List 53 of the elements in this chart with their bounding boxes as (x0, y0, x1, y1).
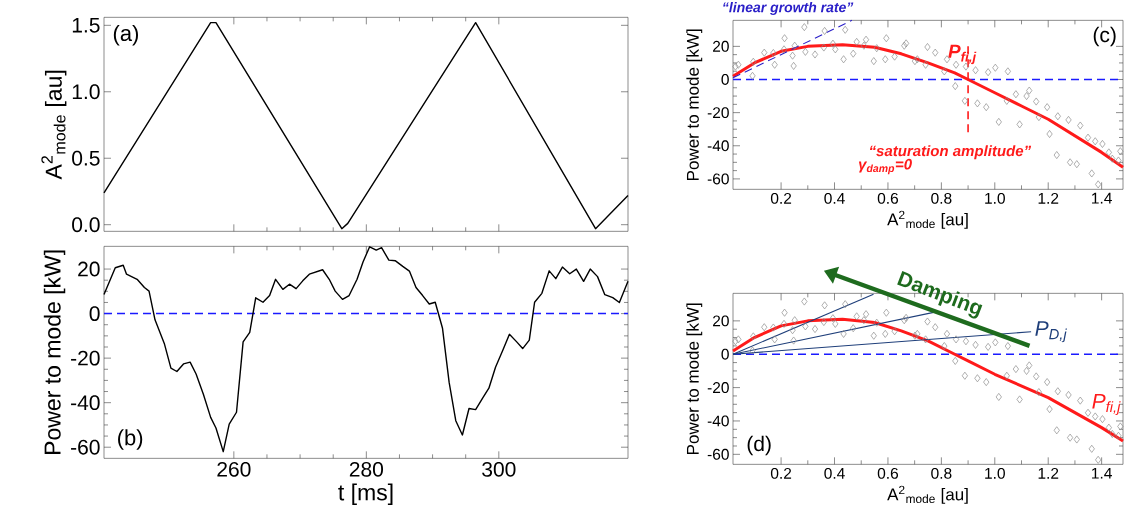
series-label: P$_{fi,j}$ (1092, 393, 1121, 415)
annotation: (c) (1093, 26, 1116, 47)
x-tick-label: 0.6 (877, 192, 899, 204)
y-tick-label: 1.5 (72, 17, 100, 33)
y-tick-label: -40 (707, 415, 729, 427)
series-label: P$_{fi,j}$ (948, 44, 977, 64)
y-tick-label: -20 (71, 350, 100, 366)
x-tick-label: 0.2 (770, 192, 792, 204)
y-tick-label: 0 (721, 73, 729, 85)
x-tick-label: 300 (482, 461, 516, 477)
x-tick-label: 1.4 (1092, 467, 1112, 479)
x-tick-label: 280 (349, 461, 384, 477)
y-axis-title: Power to mode [kW] (686, 303, 703, 454)
y-tick-label: 1.0 (72, 84, 100, 100)
y-axis-title: Power to mode [kW] (43, 250, 66, 454)
annotation: “saturation amplitude” (869, 145, 1032, 159)
y-tick-label: 0.0 (72, 217, 100, 232)
x-tick-label: 260 (217, 461, 251, 477)
x-tick-label: 0.4 (824, 192, 845, 204)
x-tick-label: 0.8 (931, 467, 952, 479)
y-tick-label: 20 (713, 315, 729, 327)
x-axis-title: t [ms] (338, 483, 393, 505)
x-tick-label: 0.4 (824, 467, 845, 479)
x-tick-label: 0.6 (877, 467, 899, 479)
y-tick-label: -60 (707, 173, 729, 185)
x-tick-label: 1.0 (985, 467, 1005, 479)
y-tick-label: -20 (707, 381, 729, 393)
annotation: (b) (118, 429, 143, 450)
series-label: P$_{D,j}$ (1035, 321, 1067, 343)
y-axis-title: A$^{2}$$_{mode}$ [au] (41, 70, 67, 180)
x-tick-label: 1.4 (1092, 192, 1112, 204)
x-tick-label: 0.8 (931, 192, 952, 204)
y-tick-label: -40 (707, 140, 729, 152)
x-tick-label: 1.0 (985, 192, 1005, 204)
y-tick-label: -60 (71, 439, 100, 455)
text: “linear growth rate” (723, 1, 854, 15)
y-tick-label: -60 (707, 448, 729, 460)
y-tick-label: -20 (707, 106, 729, 118)
annotation: (a) (113, 24, 139, 46)
annotation: (d) (747, 435, 771, 456)
annotation: γ$_{damp}$=0 (858, 158, 912, 175)
x-tick-label: 1.2 (1038, 467, 1059, 479)
x-tick-label: 1.2 (1038, 192, 1059, 204)
y-tick-label: -40 (71, 395, 100, 410)
y-tick-label: 20 (713, 40, 729, 52)
y-axis-title: Power to mode [kW] (686, 29, 703, 180)
y-tick-label: 0 (89, 305, 100, 321)
x-tick-label: 0.2 (770, 467, 792, 479)
y-tick-label: 20 (78, 261, 100, 277)
x-axis-title: A$^{2}$$_{mode}$ [au] (887, 210, 968, 229)
y-tick-label: 0 (721, 348, 729, 360)
y-tick-label: 0.5 (72, 150, 100, 166)
x-axis-title: A$^{2}$$_{mode}$ [au] (887, 485, 968, 504)
